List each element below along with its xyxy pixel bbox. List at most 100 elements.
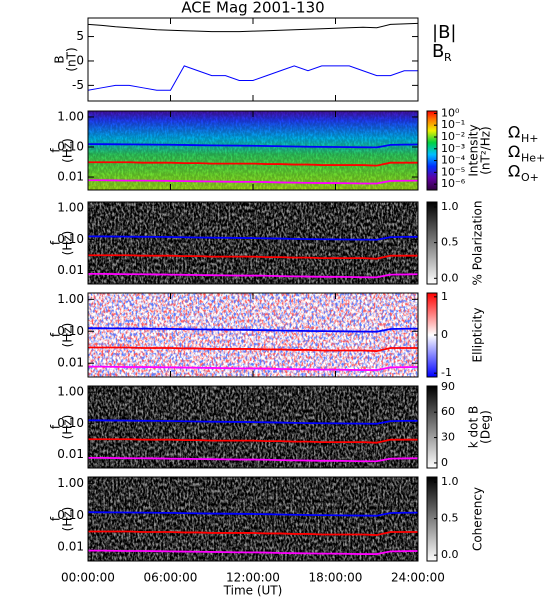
colorbar-label: (Deg) [479, 410, 493, 444]
colorbar-tick-label: 1 [441, 290, 448, 303]
y-tick-label: 0.01 [57, 170, 84, 184]
legend-subscript: He+ [521, 152, 545, 165]
legend-label: Ω [508, 142, 520, 161]
colorbar [426, 385, 438, 469]
y-tick-label: 0.10 [57, 416, 84, 430]
series-line [88, 65, 418, 91]
colorbar-tick-label: 10⁻⁴ [441, 154, 466, 167]
spectrogram [88, 202, 418, 284]
colorbar-tick-label: 0.5 [441, 236, 459, 249]
spectrogram-noise [88, 477, 418, 561]
legend-subscript: O+ [521, 171, 539, 184]
spectrogram [88, 111, 418, 190]
y-tick-label: 5 [76, 29, 84, 43]
series-group [88, 511, 418, 555]
colorbar-tick-label: 60 [441, 405, 455, 418]
y-tick-label: 0.01 [57, 263, 84, 277]
y-tick-label: 0 [76, 53, 84, 67]
legend-subscript: R [444, 51, 452, 64]
colorbar-tick-label: 10⁻⁵ [441, 165, 465, 178]
colorbar-tick-label: 0 [441, 328, 448, 341]
x-tick-label: 06:00:00 [144, 571, 198, 585]
legend-label: Ω [508, 123, 520, 142]
y-axis-label: (Hz) [61, 138, 75, 163]
y-axis-label: f [49, 148, 63, 153]
colorbar-tick-label: 30 [441, 431, 455, 444]
y-tick-label: 1.00 [57, 476, 84, 490]
y-axis-label: (Hz) [61, 507, 75, 532]
y-axis-label: f [49, 424, 63, 429]
y-tick-label: 0.01 [57, 540, 84, 554]
series-line [88, 161, 418, 167]
y-axis-label: (Hz) [61, 231, 75, 256]
series-line [88, 143, 418, 149]
x-axis-label: Time (UT) [223, 584, 283, 598]
colorbar-label: k dot B [467, 406, 481, 448]
y-tick-label: -5 [72, 78, 84, 92]
spectrogram [88, 386, 418, 468]
colorbar-tick-label: 0 [441, 456, 448, 469]
series-line [88, 22, 418, 33]
y-tick-label: 1.00 [57, 292, 84, 306]
y-tick-label: 0.01 [57, 447, 84, 461]
spectrogram-noise [88, 202, 418, 284]
legend-label: Ω [508, 162, 520, 181]
series-line [88, 419, 418, 425]
series-line [88, 511, 418, 517]
spectrogram-noise [88, 386, 418, 468]
colorbar-tick-label: 0.0 [441, 548, 459, 561]
plot-frame [87, 17, 419, 102]
colorbar-tick-label: 10⁰ [441, 106, 460, 119]
colorbar-label: Coherency [471, 487, 485, 551]
y-tick-label: 1.00 [57, 201, 84, 215]
series-group [88, 419, 418, 463]
colorbar-tick-label: 90 [441, 380, 455, 393]
y-axis-label: f [49, 332, 63, 337]
colorbar-tick-label: 10⁻¹ [441, 118, 465, 131]
colorbar-tick-label: 0.0 [441, 271, 459, 284]
chart-title: ACE Mag 2001-130 [181, 0, 324, 17]
y-tick-label: 1.00 [57, 385, 84, 399]
colorbar-tick-label: -1 [441, 366, 452, 379]
x-tick-label: 00:00:00 [61, 571, 115, 585]
y-tick-label: 0.10 [57, 508, 84, 522]
y-axis-label: B [53, 55, 67, 63]
spectrogram [88, 477, 418, 561]
colorbar-tick-label: 0.5 [441, 512, 459, 525]
x-tick-label: 24:00:00 [391, 571, 445, 585]
series-line [88, 549, 418, 555]
series-line [88, 457, 418, 463]
colorbar-tick-label: 10⁻² [441, 130, 465, 143]
y-tick-label: 0.01 [57, 356, 84, 370]
colorbar-tick-label: 10⁻³ [441, 142, 465, 155]
colorbar-tick-label: 1.0 [441, 475, 459, 488]
series-line [88, 530, 418, 536]
series-line [88, 273, 418, 279]
y-axis-label: (Hz) [61, 415, 75, 440]
y-axis-label: (nT) [65, 47, 79, 71]
series-line [88, 179, 418, 185]
legend-label: B [432, 41, 444, 62]
spectrogram-noise [88, 111, 418, 190]
series-group [88, 235, 418, 279]
colorbar-tick-label: 10⁻⁶ [441, 177, 466, 190]
colorbar-label: Ellipticity [471, 308, 485, 363]
colorbar-label: Intensity [467, 124, 481, 176]
legend-subscript: H+ [521, 132, 539, 145]
colorbar-label: (nT²/Hz) [479, 126, 493, 174]
series-line [88, 365, 418, 371]
series-group [88, 143, 418, 185]
y-axis-label: f [49, 516, 63, 521]
series-group [88, 327, 418, 371]
legend-label: |B| [432, 22, 456, 43]
series-group [88, 22, 418, 91]
y-tick-label: 0.10 [57, 324, 84, 338]
y-tick-label: 0.10 [57, 139, 84, 153]
y-axis-label: (Hz) [61, 323, 75, 348]
x-tick-label: 12:00:00 [226, 571, 280, 585]
series-line [88, 346, 418, 352]
colorbar-label: % Polarization [471, 201, 485, 286]
series-line [88, 254, 418, 260]
colorbar-tick-label: 1.0 [441, 200, 459, 213]
